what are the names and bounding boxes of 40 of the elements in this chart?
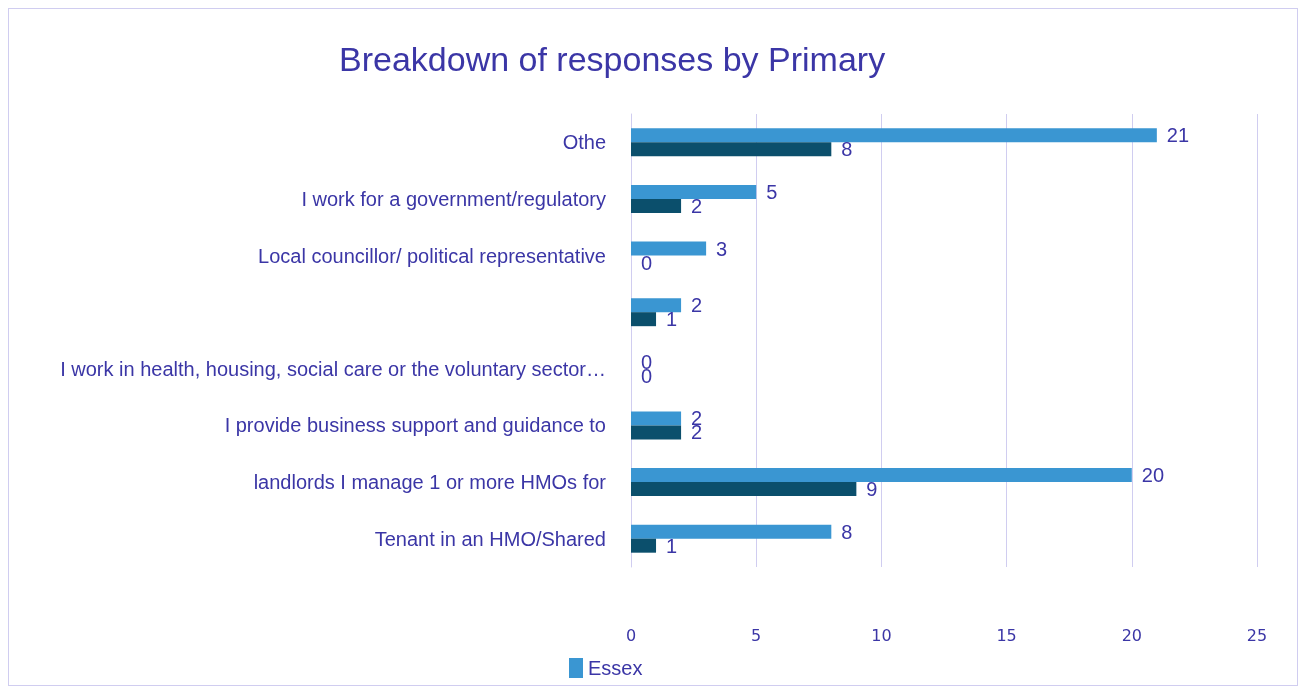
data-label: 5 (766, 180, 778, 203)
data-label: 9 (866, 478, 878, 501)
y-tick-label: I work for a government/regulatory (301, 187, 606, 210)
data-label: 3 (716, 237, 728, 260)
y-tick-label: landlords I manage 1 or more HMOs for (253, 471, 607, 494)
y-tick-label: I work in health, housing, social care or the voluntary sector… (60, 357, 606, 380)
x-tick-label: 5 (751, 625, 762, 645)
bar (631, 482, 857, 497)
data-label: 8 (841, 138, 853, 161)
data-label: 0 (641, 251, 653, 274)
data-label: 2 (691, 194, 703, 217)
bar (631, 298, 682, 313)
data-label: 8 (841, 520, 853, 543)
data-label: 1 (666, 308, 678, 331)
bar (631, 538, 657, 553)
data-label: 21 (1166, 124, 1190, 147)
legend-label: Essex (588, 657, 643, 679)
bar (631, 468, 1132, 483)
x-tick-label: 25 (1246, 625, 1268, 645)
bar (631, 524, 832, 539)
bar (631, 198, 682, 213)
x-tick-label: 15 (996, 625, 1017, 645)
x-tick-label: 20 (1121, 625, 1142, 645)
data-label: 1 (666, 534, 678, 557)
bar (631, 128, 1157, 143)
bar (631, 312, 657, 327)
data-label: 2 (691, 294, 703, 317)
bar (631, 142, 832, 157)
x-tick-label: 10 (871, 625, 892, 645)
chart-title: Breakdown of responses by Primary (339, 40, 886, 78)
bar (631, 411, 682, 426)
y-tick-label: Othe (562, 131, 606, 154)
data-label: 20 (1141, 464, 1165, 487)
y-tick-label: Local councillor/ political representative (258, 244, 606, 267)
bar (631, 241, 707, 256)
y-tick-label: Tenant in an HMO/Shared (374, 527, 606, 550)
x-tick-label: 0 (625, 625, 637, 645)
bar (631, 425, 682, 440)
bar (631, 184, 757, 199)
y-tick-label: I provide business support and guidance to (224, 414, 606, 437)
